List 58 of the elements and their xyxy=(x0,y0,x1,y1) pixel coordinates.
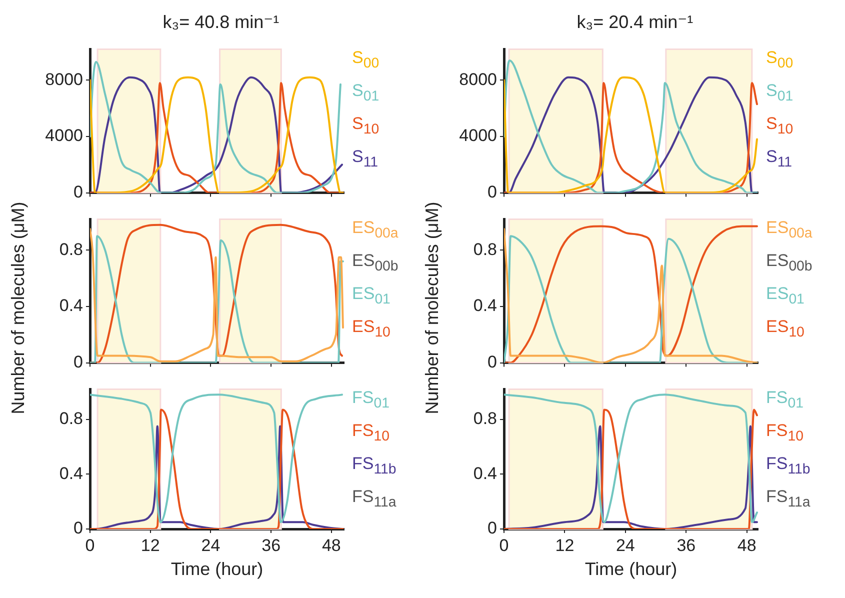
text: S$_{01}$ xyxy=(766,81,794,106)
series-label: S$_{11}$ xyxy=(766,147,794,172)
y-tick-label: 0 xyxy=(488,352,497,372)
y-tick-label: 0 xyxy=(74,518,83,538)
series-label: ES$_{01}$ xyxy=(352,284,392,310)
y-tick-label: 0.4 xyxy=(473,464,497,483)
x-tick-label: 48 xyxy=(322,536,341,555)
series-label: FS$_{01}$ xyxy=(352,388,390,414)
y-tick-label: 4000 xyxy=(45,126,83,146)
x-tick-label: 48 xyxy=(737,536,756,555)
line-series xyxy=(90,394,343,524)
legend-label: ES$_{00b}$ xyxy=(352,251,400,276)
y-axis-title: Number of molecules (μM) xyxy=(7,200,29,416)
text: S$_{00}$ xyxy=(766,48,794,74)
x-tick-label: 36 xyxy=(676,536,696,555)
y-tick-label: 0 xyxy=(74,182,83,202)
y-axis-title: Number of molecules (μM) xyxy=(421,200,443,416)
x-tick-label: 24 xyxy=(616,536,635,555)
series-label: S$_{01}$ xyxy=(352,81,380,106)
y-tick-label: 0.8 xyxy=(473,409,497,428)
y-tick-label: 0.8 xyxy=(59,240,83,259)
y-tick-label: 8000 xyxy=(459,70,497,89)
y-tick-label: 4000 xyxy=(459,126,497,146)
text: ES$_{01}$ xyxy=(766,284,806,310)
legend-label: FS$_{11a}$ xyxy=(766,487,812,512)
series-label: FS$_{10}$ xyxy=(766,421,804,446)
y-tick-label: 0 xyxy=(74,352,83,372)
y-tick-label: 8000 xyxy=(45,70,83,89)
series-label: ES$_{00a}$ xyxy=(352,218,400,244)
text: FS$_{11b}$ xyxy=(352,454,398,480)
legend-label: FS$_{11a}$ xyxy=(352,487,398,512)
y-tick-label: 0.4 xyxy=(59,296,83,316)
x-tick-label: 12 xyxy=(140,536,160,555)
series-label: S$_{00}$ xyxy=(352,48,380,74)
y-tick-label: 0 xyxy=(488,182,497,202)
chart-title: k₃= 20.4 min⁻¹ xyxy=(576,11,694,34)
series-label: FS$_{01}$ xyxy=(766,388,804,414)
x-tick-label: 24 xyxy=(201,536,220,555)
text: FS$_{10}$ xyxy=(352,421,390,446)
text: ES$_{10}$ xyxy=(766,317,806,342)
x-axis-title: Time (hour) xyxy=(584,559,678,580)
y-tick-label: 0 xyxy=(488,518,497,538)
x-tick-label: 36 xyxy=(262,536,281,555)
chart-title: k₃= 40.8 min⁻¹ xyxy=(162,11,280,34)
series-label: S$_{10}$ xyxy=(766,114,794,140)
series-label: S$_{11}$ xyxy=(352,147,380,172)
series-label: FS$_{11b}$ xyxy=(766,454,812,480)
x-axis-title: Time (hour) xyxy=(170,559,264,580)
y-tick-label: 0.8 xyxy=(473,240,497,259)
y-tick-label: 0.8 xyxy=(59,409,83,428)
line-series xyxy=(504,394,758,524)
x-tick-label: 12 xyxy=(555,536,574,555)
y-tick-label: 0.4 xyxy=(473,296,497,316)
text: S$_{10}$ xyxy=(352,114,380,140)
legend-label: ES$_{00b}$ xyxy=(766,251,814,276)
text: ES$_{00a}$ xyxy=(766,218,814,244)
series-label: ES$_{10}$ xyxy=(352,317,392,342)
y-tick-label: 0.4 xyxy=(59,464,83,483)
